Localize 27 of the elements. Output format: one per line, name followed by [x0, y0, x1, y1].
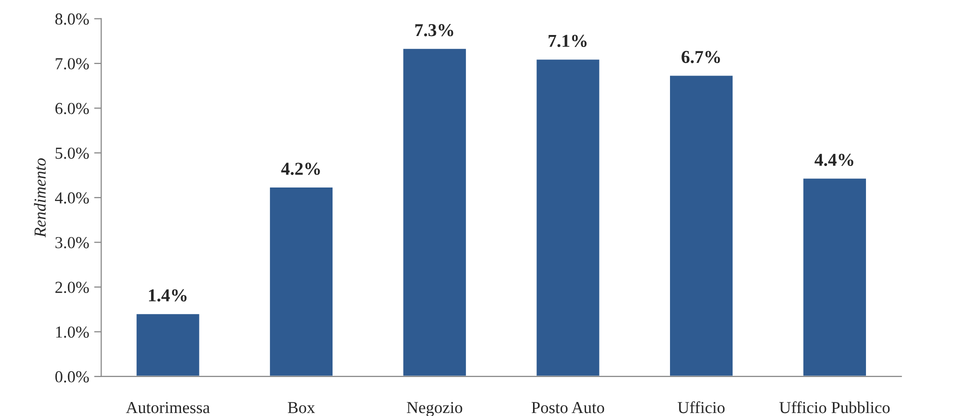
y-tick-label: 3.0% [55, 237, 89, 248]
y-axis-title: Rendimento [34, 158, 46, 238]
data-label: 1.4% [149, 289, 187, 302]
data-label: 7.3% [415, 24, 454, 36]
bar [135, 312, 201, 376]
y-tick-label: 5.0% [56, 148, 89, 159]
bar [268, 186, 334, 376]
bar [402, 48, 468, 376]
data-label: 6.7% [682, 50, 720, 64]
y-tick-label: 1.0% [56, 326, 89, 338]
x-tick-label: Box [288, 402, 315, 414]
bar [535, 58, 601, 376]
y-tick-label: 0.0% [55, 371, 89, 382]
x-tick-label: Ufficio Pubblico [779, 401, 890, 414]
bar [802, 177, 868, 376]
data-label: 4.2% [281, 162, 320, 175]
x-tick-label: Ufficio [678, 401, 725, 414]
x-tick-label: Autorimessa [126, 402, 210, 414]
bar [668, 74, 734, 376]
y-tick-label: 8.0% [55, 13, 89, 25]
data-label: 4.4% [814, 154, 854, 166]
y-tick-label: 6.0% [55, 102, 89, 114]
x-tick-label: Posto Auto [532, 402, 604, 414]
y-tick-label: 2.0% [55, 282, 89, 294]
y-tick-label: 4.0% [55, 192, 89, 204]
data-label: 7.1% [548, 34, 587, 48]
y-tick-label: 7.0% [56, 58, 89, 70]
